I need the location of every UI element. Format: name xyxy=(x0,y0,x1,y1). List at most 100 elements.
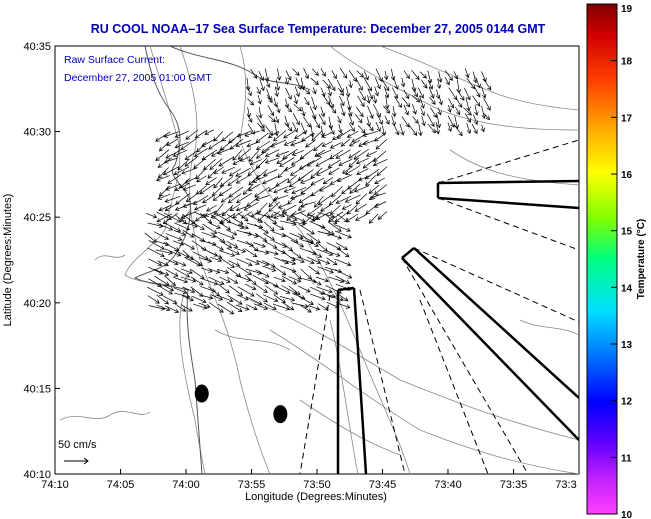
current-vector xyxy=(291,150,304,156)
current-vector xyxy=(262,294,279,303)
current-vector xyxy=(453,124,463,137)
current-vector xyxy=(200,213,213,224)
current-vector xyxy=(366,95,371,104)
current-vector xyxy=(353,185,370,193)
current-vector xyxy=(255,284,268,293)
current-vector xyxy=(464,113,472,123)
current-vector xyxy=(289,220,306,227)
current-vector xyxy=(195,168,207,180)
current-vector xyxy=(201,278,219,286)
current-vector xyxy=(173,287,188,294)
shoreline-north xyxy=(169,46,311,91)
current-vector xyxy=(180,211,197,219)
current-vector xyxy=(481,86,487,99)
current-vector xyxy=(256,86,261,95)
current-vector xyxy=(273,276,286,283)
x-tick-label: 73:55 xyxy=(238,479,266,491)
current-vector xyxy=(289,256,305,264)
current-vector xyxy=(357,95,365,108)
current-vector xyxy=(308,265,320,275)
current-vector xyxy=(358,140,369,147)
current-vector xyxy=(472,95,481,107)
current-vector xyxy=(363,71,369,81)
current-vector xyxy=(155,149,170,162)
current-vector xyxy=(148,266,164,275)
current-vector xyxy=(298,193,314,204)
current-vector xyxy=(428,80,433,90)
radial-beams xyxy=(299,139,579,474)
current-vector xyxy=(311,68,319,76)
current-vector xyxy=(274,115,280,124)
current-vector xyxy=(156,294,170,305)
current-vector xyxy=(238,266,252,276)
current-vector xyxy=(483,78,492,91)
current-vector xyxy=(310,185,325,197)
current-vector xyxy=(264,214,278,224)
current-vector xyxy=(311,130,323,142)
current-vector xyxy=(288,276,302,283)
current-vector xyxy=(453,71,459,80)
current-vector xyxy=(155,131,171,142)
current-vector xyxy=(255,195,270,202)
current-vector xyxy=(246,86,252,97)
current-vector xyxy=(247,214,264,223)
current-vector xyxy=(208,139,223,150)
current-vector xyxy=(287,174,298,184)
current-vector xyxy=(217,268,230,275)
x-tick-label: 73:3 xyxy=(555,479,576,491)
current-vector xyxy=(248,150,260,162)
current-vector xyxy=(220,194,233,203)
current-vector xyxy=(245,258,260,266)
current-vector xyxy=(257,94,262,105)
current-vector xyxy=(353,148,369,160)
current-vector xyxy=(254,186,270,198)
current-vector xyxy=(436,114,442,129)
current-vector xyxy=(328,124,335,135)
current-vector xyxy=(299,304,312,313)
current-vector xyxy=(355,157,369,165)
current-vector xyxy=(348,113,354,126)
y-tick-label: 40:10 xyxy=(23,469,51,481)
current-vector xyxy=(327,87,332,97)
current-vector xyxy=(148,258,163,267)
scale-label: 50 cm/s xyxy=(58,439,97,451)
current-vector xyxy=(147,247,165,258)
x-tick-label: 74:00 xyxy=(172,479,200,491)
current-vector xyxy=(301,107,306,117)
current-vector xyxy=(358,88,366,101)
current-vector xyxy=(370,192,387,199)
current-vector xyxy=(356,106,364,118)
current-vector xyxy=(219,221,232,231)
current-vector xyxy=(290,157,304,166)
coastline xyxy=(133,46,203,474)
current-vector xyxy=(289,232,304,240)
current-vector xyxy=(480,124,485,133)
current-vector xyxy=(276,104,281,114)
current-vector xyxy=(244,248,258,258)
current-vector xyxy=(455,97,463,108)
current-vector xyxy=(235,167,251,177)
current-vector xyxy=(444,70,453,82)
current-vector xyxy=(322,177,333,185)
current-vector xyxy=(236,130,252,138)
current-vector xyxy=(376,112,383,125)
current-vector xyxy=(428,86,435,99)
current-vector xyxy=(181,167,198,175)
current-vector xyxy=(249,159,262,166)
current-vector xyxy=(235,205,251,212)
current-vector xyxy=(157,223,174,231)
radar-site-marker xyxy=(194,384,209,403)
current-vector xyxy=(247,183,261,192)
current-vector xyxy=(375,138,388,150)
current-vector xyxy=(174,183,190,192)
current-vector xyxy=(208,286,220,297)
current-vector xyxy=(163,157,178,164)
current-vector xyxy=(365,175,376,187)
current-vector xyxy=(448,98,455,109)
current-vector xyxy=(336,213,349,223)
current-vector xyxy=(219,276,231,283)
current-vector xyxy=(383,105,391,114)
current-vector xyxy=(157,284,173,295)
current-vector xyxy=(305,140,316,148)
